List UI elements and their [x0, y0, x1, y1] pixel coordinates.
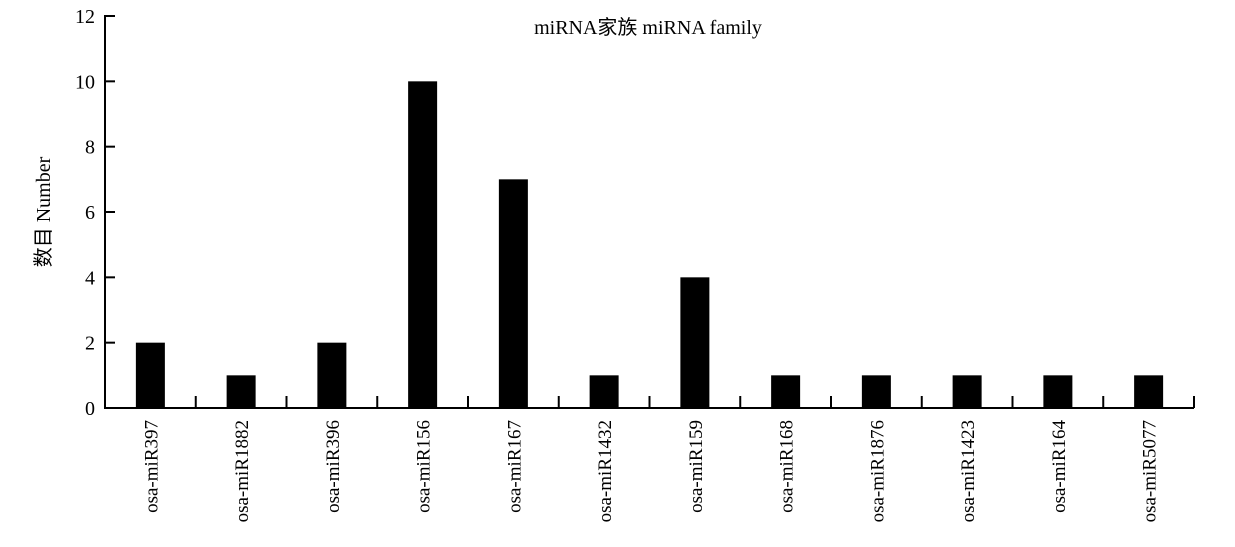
x-category-label: osa-miR168 — [777, 420, 798, 513]
x-category-label: osa-miR1882 — [232, 420, 253, 522]
y-tick-label: 4 — [85, 267, 95, 289]
bar-osa-miR5077 — [1134, 375, 1164, 408]
chart-title: miRNA家族 miRNA family — [534, 16, 762, 39]
x-category-label: osa-miR5077 — [1140, 420, 1161, 522]
bar-osa-miR159 — [680, 277, 710, 408]
y-tick-label: 8 — [85, 137, 95, 159]
bar-osa-miR156 — [408, 81, 438, 408]
x-category-label: osa-miR1432 — [595, 420, 616, 522]
y-tick-label: 0 — [85, 398, 95, 420]
x-category-label: osa-miR156 — [414, 420, 435, 513]
y-axis-label: 数目 Number — [32, 156, 55, 267]
bar-osa-miR1882 — [226, 375, 256, 408]
x-category-label: osa-miR164 — [1049, 420, 1070, 513]
bar-osa-miR396 — [317, 342, 347, 408]
bar-osa-miR167 — [498, 179, 528, 408]
x-category-label: osa-miR1423 — [958, 420, 979, 522]
bar-osa-miR1432 — [589, 375, 619, 408]
bar-osa-miR397 — [135, 342, 165, 408]
bar-osa-miR1423 — [952, 375, 982, 408]
y-tick-label: 12 — [75, 6, 95, 28]
y-tick-label: 10 — [75, 71, 95, 93]
y-tick-label: 6 — [85, 202, 95, 224]
x-category-label: osa-miR396 — [323, 420, 344, 513]
x-category-label: osa-miR397 — [141, 420, 162, 513]
x-category-label: osa-miR1876 — [867, 420, 888, 522]
y-tick-label: 2 — [85, 333, 95, 355]
bar-osa-miR1876 — [861, 375, 891, 408]
x-category-label: osa-miR159 — [686, 420, 707, 513]
bar-osa-miR164 — [1043, 375, 1073, 408]
bar-osa-miR168 — [771, 375, 801, 408]
x-category-label: osa-miR167 — [504, 420, 525, 513]
